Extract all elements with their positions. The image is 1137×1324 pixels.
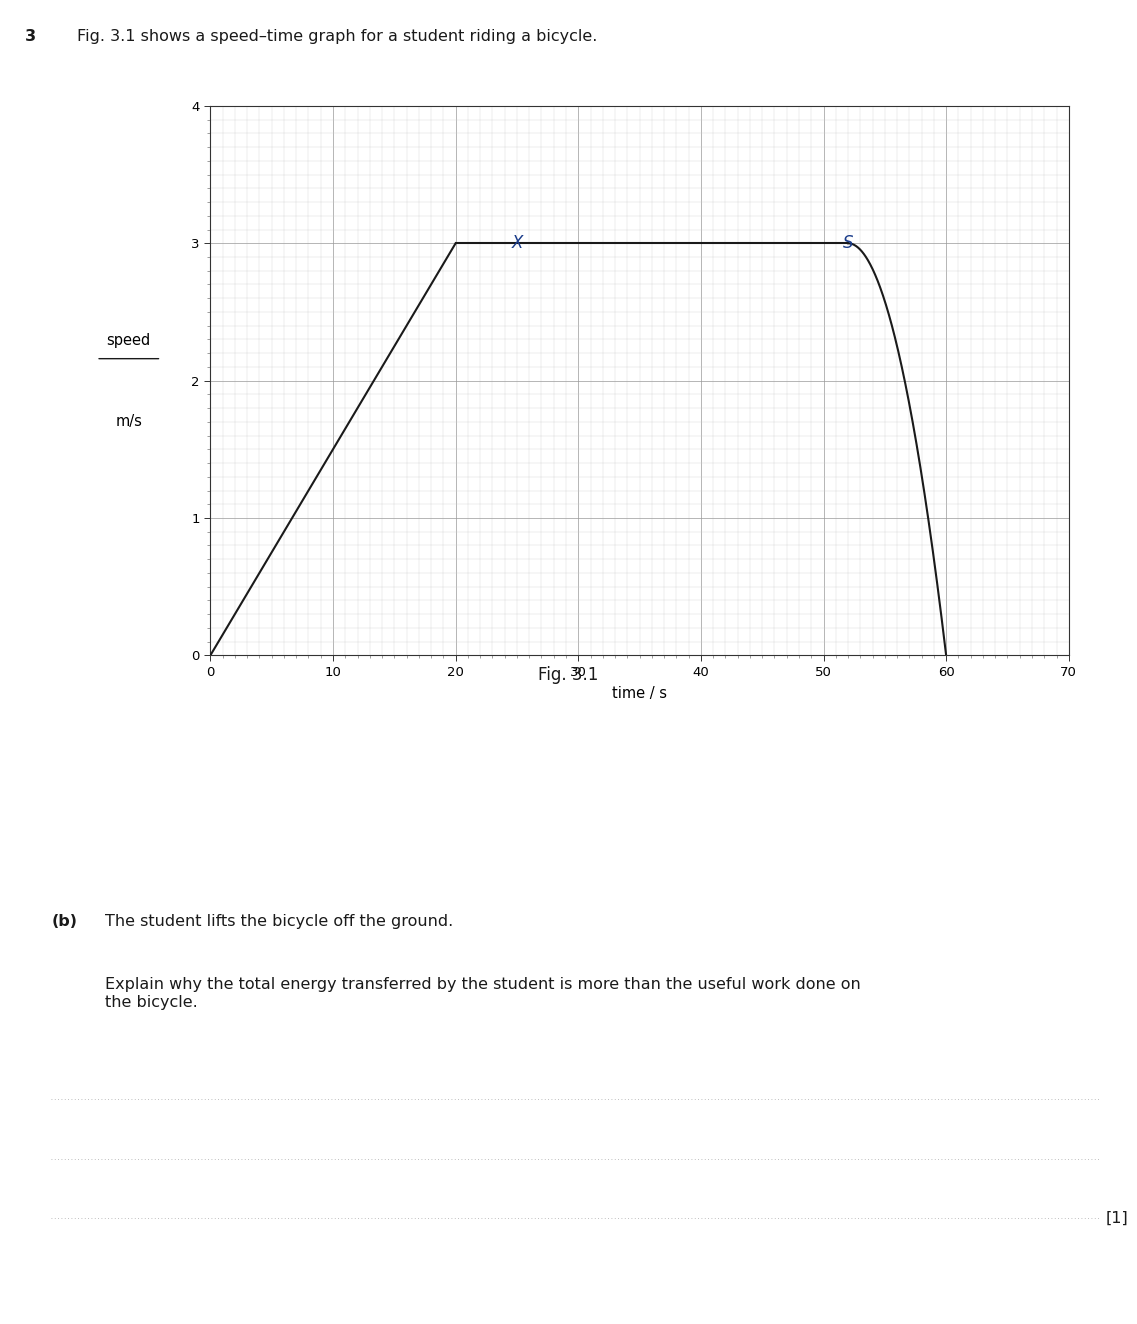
Text: S: S [843,234,853,253]
Text: Fig. 3.1 shows a speed–time graph for a student riding a bicycle.: Fig. 3.1 shows a speed–time graph for a … [77,29,598,44]
Text: Explain why the total energy transferred by the student is more than the useful : Explain why the total energy transferred… [105,977,861,1009]
Text: m/s: m/s [115,413,142,429]
Text: speed: speed [107,332,151,348]
Text: [1]: [1] [1105,1210,1128,1226]
Text: Fig. 3.1: Fig. 3.1 [538,666,599,685]
Text: The student lifts the bicycle off the ground.: The student lifts the bicycle off the gr… [105,914,453,928]
Text: (b): (b) [51,914,77,928]
Text: 3: 3 [25,29,36,44]
Text: X: X [512,234,523,253]
X-axis label: time / s: time / s [612,686,667,700]
